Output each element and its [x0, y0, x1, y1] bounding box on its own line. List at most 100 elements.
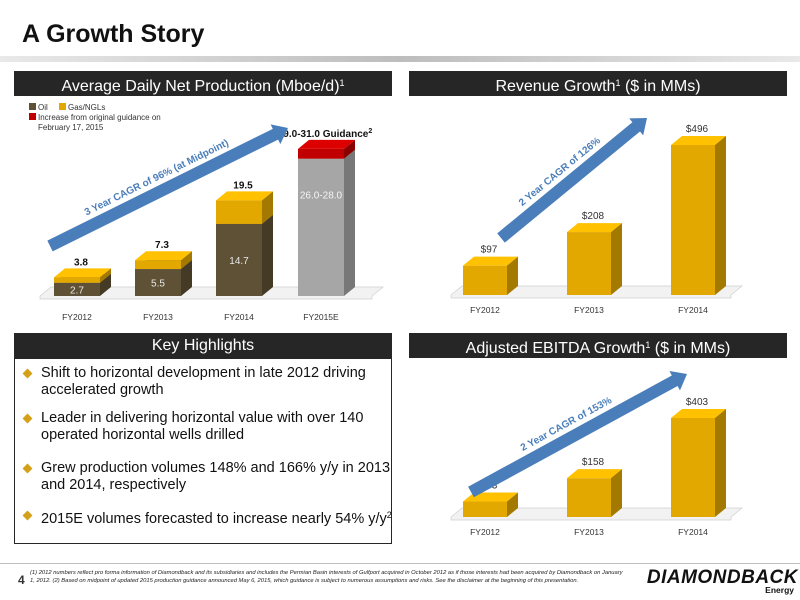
- bar-value-label: $97: [481, 245, 498, 256]
- highlight-text: Grew production volumes 148% and 166% y/…: [41, 460, 391, 493]
- value-bar-front: [567, 478, 611, 517]
- value-bar-side: [611, 223, 622, 295]
- page-number: 4: [18, 573, 25, 587]
- gas-bar-front: [216, 200, 262, 224]
- legend-increase-label-line2: February 17, 2015: [38, 123, 104, 132]
- value-bar: [671, 409, 726, 517]
- production-header-text: Average Daily Net Production (Mboe/d): [61, 78, 340, 95]
- oil-bar-front: [54, 282, 100, 296]
- value-bar-top: [671, 409, 726, 418]
- forecast-bar: [298, 149, 355, 296]
- bar-value-label: $496: [686, 124, 709, 135]
- guidance-increase-bar-top: [298, 139, 355, 149]
- value-bar-top: [463, 256, 518, 266]
- value-bar: [671, 136, 726, 295]
- total-value-label: 3.8: [74, 257, 88, 268]
- revenue-header-text: Revenue Growth: [495, 78, 616, 95]
- guidance-increase-bar-front: [298, 148, 344, 159]
- bar-value-label: $403: [686, 397, 709, 408]
- x-tick-label: FY2014: [678, 527, 708, 537]
- legend-increase-swatch: [29, 113, 36, 120]
- diamond-bullet-icon: [22, 463, 33, 474]
- gas-bar-top: [216, 191, 273, 201]
- highlight-item: Shift to horizontal development in late …: [22, 365, 394, 399]
- diamond-bullet-icon: [22, 368, 33, 379]
- value-bar-front: [463, 501, 507, 517]
- bar-value-label: $158: [582, 457, 605, 468]
- value-bar: [463, 492, 518, 517]
- oil-bar-front: [135, 269, 181, 296]
- value-bar-side: [507, 256, 518, 295]
- x-tick-label: FY2012: [470, 527, 500, 537]
- bar-value-label: $208: [582, 211, 605, 222]
- chart-floor: [39, 286, 384, 300]
- value-bar: [463, 256, 518, 295]
- legend-gas-swatch: [59, 103, 66, 110]
- logo-wordmark: DIAMONDBACK: [646, 567, 798, 588]
- highlight-text: Shift to horizontal development in late …: [41, 365, 366, 398]
- production-chart: 2.7 3.8 FY2012 5.5 7.3 FY2013 14.7 19.5 FY2014 26…: [29, 103, 384, 322]
- oil-value-label: 14.7: [229, 256, 249, 267]
- page-title: A Growth Story: [22, 20, 205, 48]
- gas-bar-side: [262, 191, 273, 224]
- x-tick-label: FY2013: [574, 527, 604, 537]
- value-bar-side: [507, 492, 518, 517]
- diamond-bullet-icon: [22, 510, 33, 521]
- revenue-chart: $97 FY2012 $208 FY2013 $496 FY2014 2 Year CAGR…: [450, 118, 743, 315]
- highlight-item: Leader in delivering horizontal value wi…: [22, 410, 394, 444]
- gas-bar-front: [54, 277, 100, 283]
- revenue-header-suffix: ($ in MMs): [620, 78, 701, 95]
- oil-value-label: 5.5: [151, 279, 165, 290]
- gas-bar: [216, 191, 273, 224]
- production-panel-header: Average Daily Net Production (Mboe/d)1: [14, 71, 392, 96]
- gas-bar-side: [100, 268, 111, 283]
- highlight-item: Grew production volumes 148% and 166% y/…: [22, 460, 394, 494]
- value-bar-side: [715, 409, 726, 517]
- cagr-arrow-shape: [468, 371, 688, 498]
- oil-bar-front: [216, 223, 262, 296]
- legend-oil-label: Oil: [38, 103, 48, 112]
- total-value-label: 19.5: [233, 180, 253, 191]
- highlight-text: Leader in delivering horizontal value wi…: [41, 410, 364, 443]
- footnote: (1) 2012 numbers reflect pro forma infor…: [30, 570, 623, 584]
- footer-rule: [0, 563, 800, 564]
- highlight-sup: 2: [386, 510, 392, 520]
- logo-subtitle: Energy: [765, 585, 794, 595]
- oil-value-label: 2.7: [70, 285, 84, 296]
- value-bar-top: [567, 469, 622, 479]
- x-tick-label: FY2013: [574, 305, 604, 315]
- total-sup: 2: [368, 128, 372, 135]
- title-rule: [0, 56, 800, 62]
- value-bar: [567, 223, 622, 295]
- value-bar-side: [611, 469, 622, 517]
- revenue-panel-header: Revenue Growth1 ($ in MMs): [409, 71, 787, 96]
- ebitda-header-suffix: ($ in MMs): [650, 340, 731, 357]
- forecast-bar-front: [298, 158, 344, 296]
- guidance-increase-bar-side: [344, 139, 355, 159]
- highlights-box: Shift to horizontal development in late …: [14, 358, 392, 544]
- value-bar-front: [567, 232, 611, 295]
- forecast-bar-side: [344, 149, 355, 296]
- value-bar-front: [671, 418, 715, 517]
- production-header-sup: 1: [339, 78, 345, 88]
- value-bar-front: [463, 265, 507, 295]
- x-tick-label: FY2012: [470, 305, 500, 315]
- gas-bar-top: [135, 251, 192, 261]
- diamond-bullet-icon: [22, 413, 33, 424]
- legend-oil-swatch: [29, 103, 36, 110]
- cagr-arrow-shape: [497, 118, 648, 243]
- oil-bar-side: [100, 273, 111, 296]
- legend-increase-label: Increase from original guidance on: [38, 113, 161, 122]
- company-logo: DIAMONDBACK Energy: [632, 567, 800, 597]
- ebitda-header-text: Adjusted EBITDA Growth: [465, 340, 646, 357]
- value-bar-top: [567, 223, 622, 233]
- x-tick-label: FY2014: [678, 305, 708, 315]
- ebitda-header-sup: 1: [645, 340, 651, 350]
- value-bar-top: [671, 136, 726, 145]
- oil-bar-side: [262, 214, 273, 296]
- forecast-value-label: 26.0-28.0: [300, 191, 343, 202]
- total-value-label: 7.3: [155, 240, 169, 251]
- x-tick-label: FY2012: [62, 312, 92, 322]
- gas-bar: [135, 251, 192, 270]
- value-bar-front: [671, 145, 715, 295]
